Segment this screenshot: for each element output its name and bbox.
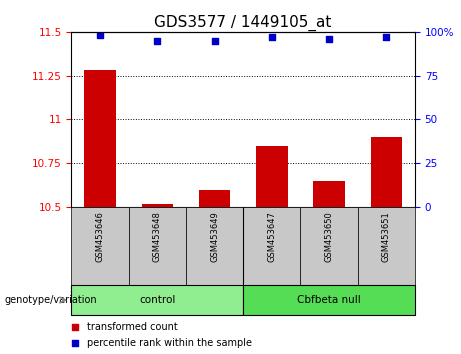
Text: transformed count: transformed count bbox=[87, 322, 177, 332]
Bar bbox=[243, 207, 301, 285]
Bar bbox=[71, 285, 243, 315]
Point bbox=[271, 121, 278, 126]
Point bbox=[211, 38, 218, 44]
Text: Cbfbeta null: Cbfbeta null bbox=[297, 295, 361, 305]
Point bbox=[383, 34, 390, 40]
Bar bbox=[199, 189, 230, 207]
Bar bbox=[84, 70, 116, 207]
Text: GSM453649: GSM453649 bbox=[210, 211, 219, 262]
Text: genotype/variation: genotype/variation bbox=[5, 295, 97, 305]
Bar bbox=[313, 181, 345, 207]
Bar bbox=[256, 146, 288, 207]
Text: GSM453646: GSM453646 bbox=[95, 211, 105, 262]
Point bbox=[268, 34, 276, 40]
Text: GSM453650: GSM453650 bbox=[325, 211, 334, 262]
Bar bbox=[142, 204, 173, 207]
Bar bbox=[301, 207, 358, 285]
Bar bbox=[186, 207, 243, 285]
Point bbox=[154, 38, 161, 44]
Text: control: control bbox=[139, 295, 176, 305]
Point bbox=[325, 36, 333, 42]
Point bbox=[96, 33, 104, 38]
Bar bbox=[371, 137, 402, 207]
Bar bbox=[71, 207, 129, 285]
Text: percentile rank within the sample: percentile rank within the sample bbox=[87, 338, 252, 348]
Text: GSM453648: GSM453648 bbox=[153, 211, 162, 262]
Bar bbox=[358, 207, 415, 285]
Bar bbox=[243, 285, 415, 315]
Bar bbox=[129, 207, 186, 285]
Text: GSM453651: GSM453651 bbox=[382, 211, 391, 262]
Point bbox=[271, 266, 278, 271]
Text: GSM453647: GSM453647 bbox=[267, 211, 276, 262]
Title: GDS3577 / 1449105_at: GDS3577 / 1449105_at bbox=[154, 14, 332, 30]
